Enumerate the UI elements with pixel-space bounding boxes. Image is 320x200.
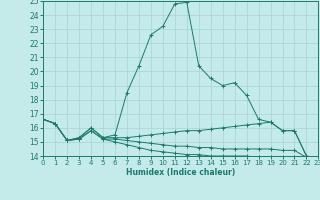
- X-axis label: Humidex (Indice chaleur): Humidex (Indice chaleur): [126, 168, 236, 177]
